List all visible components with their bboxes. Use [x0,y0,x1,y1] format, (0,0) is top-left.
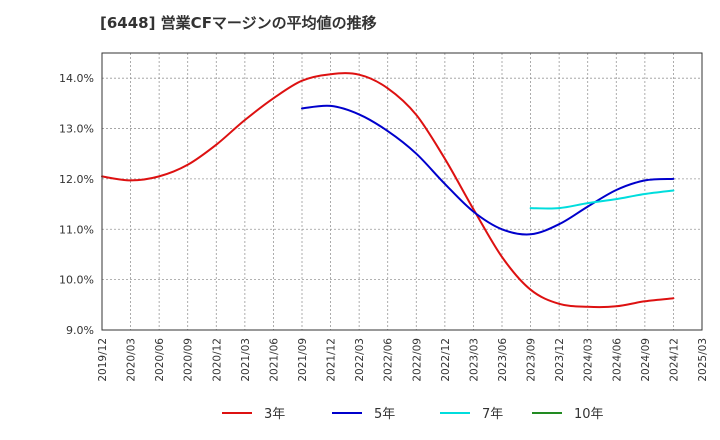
series-line-3 [529,189,675,210]
x-tick-label: 2022/06 [383,338,395,382]
x-tick-label: 2020/03 [126,338,138,382]
x-tick-label: 2023/12 [554,338,566,382]
x-tick-label: 2020/06 [154,338,166,382]
x-tick-label: 2019/12 [97,338,109,382]
x-tick-label: 2023/03 [468,338,480,382]
y-tick-label: 12.0% [59,173,94,186]
x-tick-label: 2021/06 [268,338,280,382]
legend-label-4: 10年 [574,407,604,422]
x-tick-label: 2022/03 [354,338,366,382]
chart-title: [6448] 営業CFマージンの平均値の推移 [100,14,377,32]
x-tick-label: 2020/12 [211,338,223,382]
y-tick-label: 10.0% [59,274,94,287]
x-tick-label: 2024/03 [583,338,595,382]
series-line-2 [301,104,675,236]
y-tick-label: 9.0% [66,324,94,337]
x-tick-label: 2021/09 [297,338,309,382]
x-tick-label: 2023/06 [497,338,509,382]
y-tick-label: 13.0% [59,123,94,136]
x-tick-label: 2024/12 [668,338,680,382]
x-tick-label: 2024/09 [640,338,652,382]
series-lines [101,72,675,309]
x-tick-label: 2020/09 [183,338,195,382]
y-tick-label: 11.0% [59,223,94,236]
x-tick-label: 2021/12 [326,338,338,382]
legend-label-2: 5年 [374,407,395,422]
x-tick-label: 2025/03 [697,338,709,382]
legend-label-3: 7年 [482,407,503,422]
x-tick-label: 2022/09 [411,338,423,382]
x-tick-label: 2024/06 [611,338,623,382]
x-tick-label: 2021/03 [240,338,252,382]
legend: 3年 5年 7年 10年 [222,407,604,422]
series-line-1 [101,72,675,309]
legend-label-1: 3年 [264,407,285,422]
plot-frame [101,52,703,331]
x-tick-label: 2023/09 [526,338,538,382]
x-tick-label: 2022/12 [440,338,452,382]
axes: 9.0% 10.0% 11.0% 12.0% 13.0% 14.0% 2019/12 2020… [59,52,709,382]
y-tick-label: 14.0% [59,72,94,85]
